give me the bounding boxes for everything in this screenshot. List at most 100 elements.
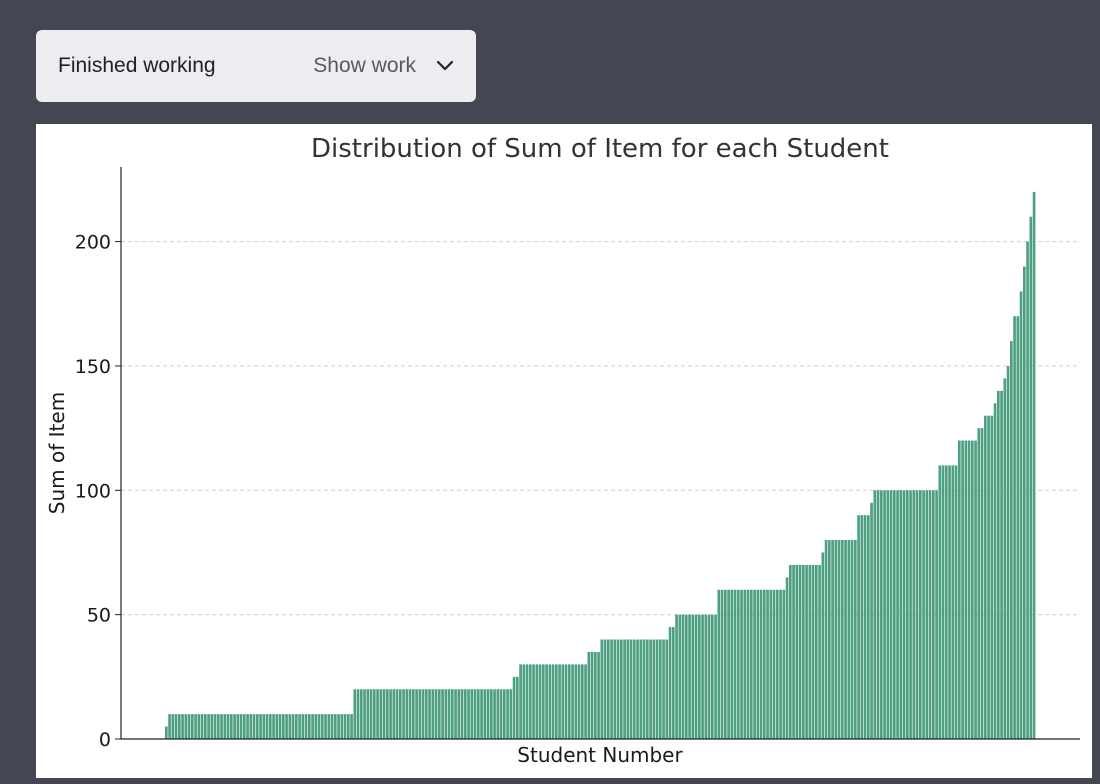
bar	[568, 664, 571, 739]
bar	[772, 589, 776, 739]
bar	[545, 664, 548, 739]
bar	[649, 639, 652, 739]
bar	[272, 714, 275, 739]
bar	[480, 689, 483, 739]
bar	[360, 689, 363, 739]
bar	[334, 714, 337, 739]
bar	[753, 589, 756, 739]
bar	[353, 689, 357, 739]
bar	[789, 564, 792, 739]
bar	[915, 490, 919, 739]
bar	[980, 428, 984, 739]
bar	[457, 689, 461, 739]
bar	[792, 564, 795, 739]
bar	[659, 639, 662, 739]
bar	[1029, 216, 1033, 739]
bar	[668, 627, 672, 739]
bar	[402, 689, 405, 739]
bar	[870, 502, 873, 739]
bar	[366, 689, 370, 739]
bar	[928, 490, 932, 739]
bar	[259, 714, 262, 739]
bar	[184, 714, 188, 739]
bar	[408, 689, 412, 739]
bar	[230, 714, 233, 739]
y-axis-ticks: 0 50 100 150 200	[75, 232, 121, 751]
y-tick-label: 200	[75, 232, 111, 254]
bar	[425, 689, 428, 739]
bar	[821, 552, 825, 739]
bar	[379, 689, 383, 739]
bar	[204, 714, 207, 739]
bar	[165, 726, 168, 739]
bar	[506, 689, 509, 739]
bar	[896, 490, 899, 739]
bar	[428, 689, 431, 739]
bar	[987, 415, 990, 739]
x-axis-label: Student Number	[517, 743, 683, 767]
bar	[519, 664, 522, 739]
bar	[486, 689, 490, 739]
bar	[941, 465, 945, 739]
bar	[730, 589, 734, 739]
show-work-label: Show work	[313, 54, 416, 77]
bar	[564, 664, 568, 739]
bar	[893, 490, 896, 739]
bar	[265, 714, 269, 739]
bar	[418, 689, 422, 739]
bar	[759, 589, 763, 739]
bar	[548, 664, 552, 739]
bar	[217, 714, 220, 739]
bar	[525, 664, 529, 739]
bar	[906, 490, 909, 739]
bar	[623, 639, 626, 739]
bar	[642, 639, 646, 739]
bar	[776, 589, 779, 739]
bar	[844, 540, 847, 739]
bar	[451, 689, 454, 739]
bar	[922, 490, 925, 739]
bar	[483, 689, 487, 739]
bar	[243, 714, 246, 739]
bar	[512, 676, 516, 739]
bar	[672, 627, 675, 739]
bar	[415, 689, 418, 739]
bar	[655, 639, 659, 739]
bar	[171, 714, 175, 739]
show-work-toggle[interactable]: Show work	[313, 54, 454, 78]
bar	[610, 639, 613, 739]
bar	[1000, 390, 1003, 739]
bar	[607, 639, 610, 739]
bar-chart: Distribution of Sum of Item for each Stu…	[45, 134, 1080, 767]
bar	[945, 465, 948, 739]
bar	[993, 403, 997, 739]
bar	[233, 714, 236, 739]
bar	[620, 639, 623, 739]
bar	[454, 689, 457, 739]
bar	[860, 515, 864, 739]
bar	[785, 577, 789, 739]
bar	[688, 614, 691, 739]
bar	[720, 589, 724, 739]
bar	[802, 564, 805, 739]
bar	[493, 689, 496, 739]
bar	[389, 689, 392, 739]
bar	[711, 614, 714, 739]
bar	[236, 714, 240, 739]
bar	[223, 714, 227, 739]
bar	[831, 540, 834, 739]
bar	[743, 589, 747, 739]
bar	[997, 390, 1000, 739]
bar	[200, 714, 204, 739]
bar	[220, 714, 223, 739]
bars	[165, 191, 1036, 740]
bar	[194, 714, 197, 739]
bar	[558, 664, 561, 739]
bar	[535, 664, 539, 739]
bar	[304, 714, 308, 739]
bar	[782, 589, 786, 739]
bar	[405, 689, 409, 739]
bar	[600, 639, 604, 739]
bar	[181, 714, 184, 739]
bar	[529, 664, 532, 739]
